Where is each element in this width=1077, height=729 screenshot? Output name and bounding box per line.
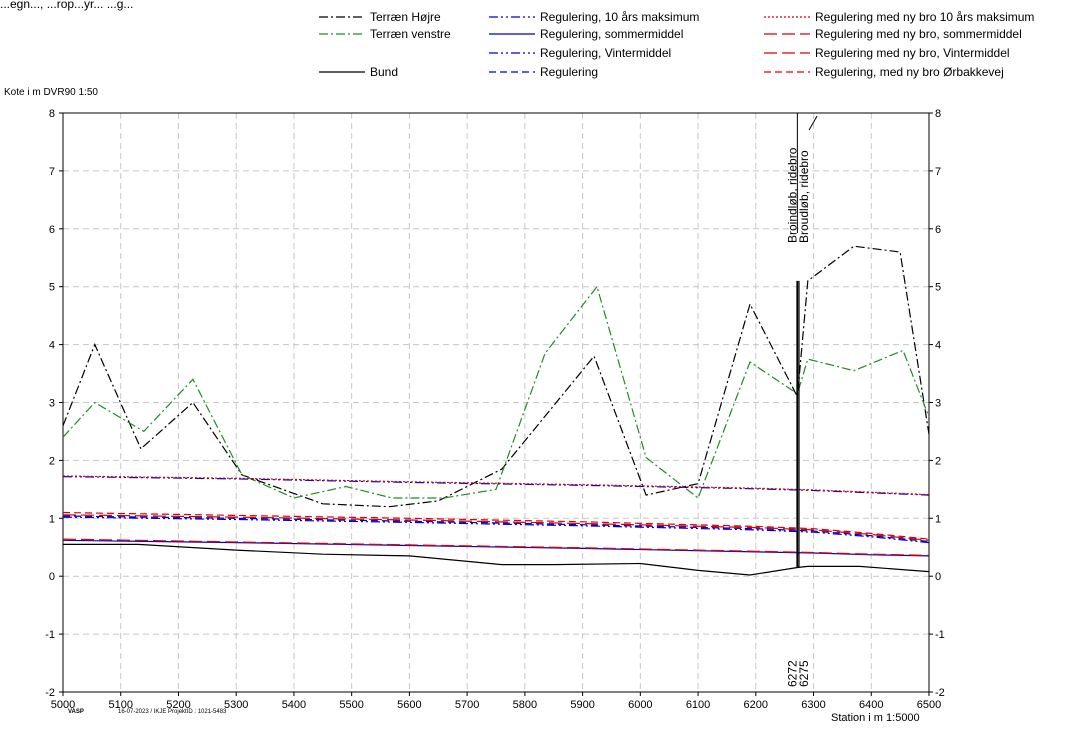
legend-swatch bbox=[319, 33, 365, 35]
y-tick-label: 5 bbox=[49, 282, 55, 294]
bridge-annotation-label: Broindløb, ridebro bbox=[785, 147, 799, 243]
series-line bbox=[62, 245, 930, 508]
x-tick-label: 6400 bbox=[859, 699, 883, 711]
y-tick-label-right: -1 bbox=[935, 629, 945, 641]
legend-label: Regulering, med ny bro Ørbakkevej bbox=[815, 65, 1004, 79]
x-tick-label: 5800 bbox=[513, 699, 537, 711]
legend-item: Regulering med ny bro, sommermiddel bbox=[763, 26, 1022, 42]
legend-item: Regulering, med ny bro Ørbakkevej bbox=[763, 64, 1004, 80]
x-tick-label: 5600 bbox=[397, 699, 421, 711]
y-tick-label: 7 bbox=[49, 166, 55, 178]
logo-text: VASP bbox=[68, 709, 84, 715]
x-tick-label: 5200 bbox=[166, 699, 190, 711]
y-tick-label: 2 bbox=[49, 455, 55, 467]
y-tick-label-right: -2 bbox=[935, 687, 945, 699]
legend-label: Bund bbox=[370, 65, 399, 79]
series-line bbox=[62, 514, 930, 541]
legend-label: Regulering, sommermiddel bbox=[540, 27, 684, 41]
x-tick-label: 5900 bbox=[570, 699, 594, 711]
series-line bbox=[62, 476, 930, 496]
y-tick-label: -1 bbox=[45, 629, 55, 641]
x-tick-label: 6200 bbox=[744, 699, 768, 711]
y-tick-label-right: 1 bbox=[935, 513, 941, 525]
y-tick-label-right: 4 bbox=[935, 340, 941, 352]
legend-swatch bbox=[319, 16, 365, 18]
series-line bbox=[62, 511, 930, 540]
bridge-annotation-label: Broudløb, ridebro bbox=[797, 150, 811, 243]
legend-label: Regulering bbox=[540, 65, 599, 79]
y-tick-label: 1 bbox=[49, 513, 55, 525]
legend-label: Terræn venstre bbox=[370, 27, 451, 41]
bridge-station-label: 6272 bbox=[785, 660, 799, 687]
legend-swatch bbox=[489, 33, 535, 35]
legend-label: Regulering med ny bro 10 års maksimum bbox=[815, 10, 1035, 24]
series-line bbox=[62, 516, 930, 544]
bridge-label-leader bbox=[808, 115, 818, 131]
y-axis-title: Kote i m DVR90 1:50 bbox=[4, 87, 98, 98]
chart-legend: Terræn Højre Terræn venstre Bund Reguler… bbox=[0, 9, 1077, 84]
legend-item: Regulering, sommermiddel bbox=[488, 26, 683, 42]
x-tick-label: 5000 bbox=[51, 699, 75, 711]
bridge-station-label: 6275 bbox=[797, 660, 811, 687]
legend-swatch bbox=[319, 71, 365, 73]
legend-swatch bbox=[489, 16, 535, 18]
legend-swatch bbox=[764, 52, 810, 54]
y-tick-label-right: 5 bbox=[935, 282, 941, 294]
y-tick-label: 6 bbox=[49, 224, 55, 236]
y-tick-label: 0 bbox=[49, 571, 55, 583]
y-tick-label-right: 7 bbox=[935, 166, 941, 178]
x-tick-label: 5100 bbox=[108, 699, 132, 711]
y-tick-label: 3 bbox=[49, 398, 55, 410]
x-tick-label: 5400 bbox=[282, 699, 306, 711]
legend-swatch bbox=[489, 71, 535, 73]
y-tick-label-right: 8 bbox=[935, 108, 941, 120]
legend-item: Regulering bbox=[488, 64, 598, 80]
series-line bbox=[63, 543, 930, 576]
legend-label: Regulering, 10 års maksimum bbox=[540, 10, 700, 24]
y-tick-label-right: 6 bbox=[935, 224, 941, 236]
legend-label: Regulering med ny bro, sommermiddel bbox=[815, 27, 1022, 41]
legend-swatch bbox=[489, 52, 535, 54]
legend-label: Regulering med ny bro, Vintermiddel bbox=[815, 46, 1010, 60]
legend-item: Regulering med ny bro 10 års maksimum bbox=[763, 9, 1034, 25]
y-tick-label: -2 bbox=[45, 687, 55, 699]
series-line bbox=[62, 285, 930, 499]
legend-item: Bund bbox=[318, 64, 398, 80]
series-line bbox=[62, 538, 930, 556]
x-tick-label: 6100 bbox=[686, 699, 710, 711]
legend-item: Regulering med ny bro, Vintermiddel bbox=[763, 45, 1010, 61]
x-tick-label: 5500 bbox=[339, 699, 363, 711]
y-tick-label-right: 2 bbox=[935, 455, 941, 467]
legend-swatch bbox=[764, 71, 810, 73]
partial-header-text: ...egn..., ...rop...yr... ...g... bbox=[0, 0, 134, 11]
legend-item: Terræn venstre bbox=[318, 26, 451, 42]
legend-item: Terræn Højre bbox=[318, 9, 441, 25]
footer-meta: 16-07-2023 / IKJE ProjektID : 1021-5483 bbox=[118, 709, 227, 715]
x-tick-label: 6000 bbox=[628, 699, 652, 711]
x-tick-label: 5700 bbox=[455, 699, 479, 711]
x-axis-title: Station i m 1:5000 bbox=[831, 712, 920, 724]
legend-swatch bbox=[764, 33, 810, 35]
y-tick-label-right: 3 bbox=[935, 398, 941, 410]
legend-label: Terræn Højre bbox=[370, 10, 441, 24]
series-line bbox=[62, 515, 930, 543]
x-tick-label: 6300 bbox=[801, 699, 825, 711]
legend-label: Regulering, Vintermiddel bbox=[540, 46, 672, 60]
x-tick-label: 5300 bbox=[224, 699, 248, 711]
legend-item: Regulering, 10 års maksimum bbox=[488, 9, 699, 25]
y-tick-label: 8 bbox=[49, 108, 55, 120]
legend-item: Regulering, Vintermiddel bbox=[488, 45, 671, 61]
x-tick-label: 6500 bbox=[917, 699, 941, 711]
y-tick-label: 4 bbox=[49, 340, 55, 352]
y-tick-label-right: 0 bbox=[935, 571, 941, 583]
